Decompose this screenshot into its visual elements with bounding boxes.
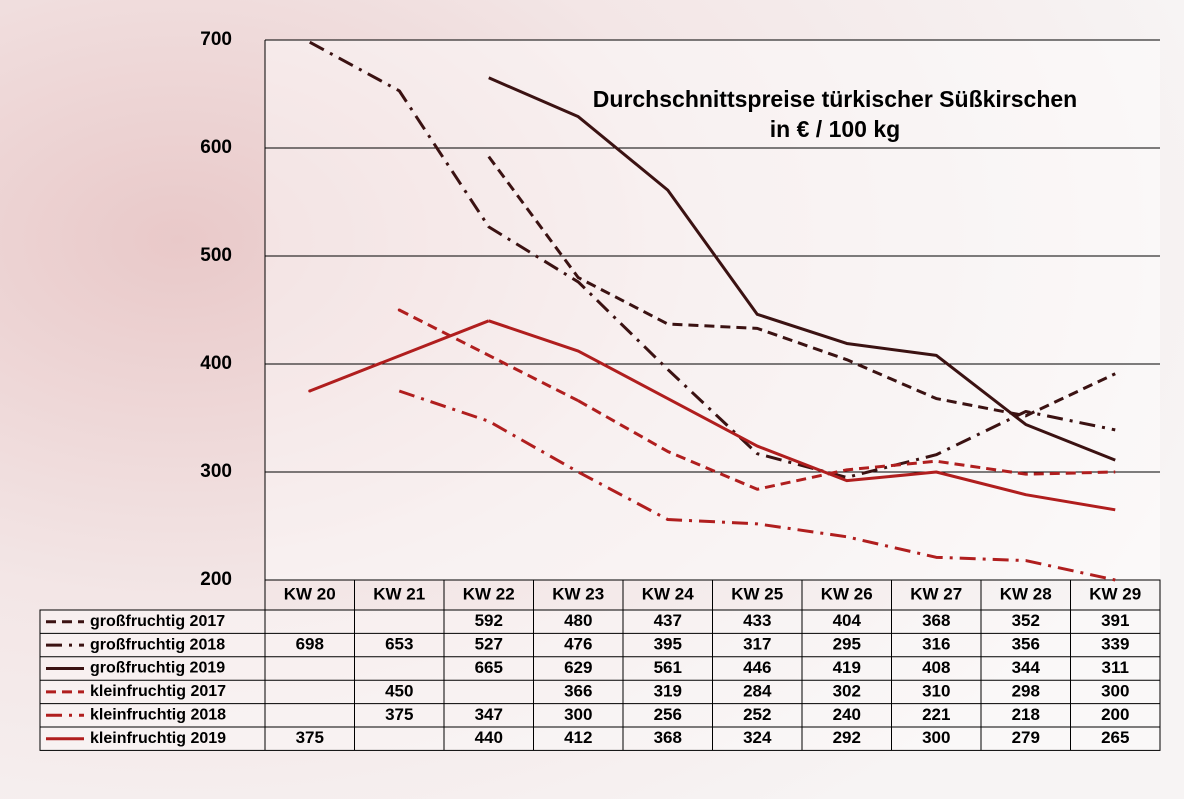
legend-label: kleinfruchtig 2018 xyxy=(90,707,226,724)
table-value: 240 xyxy=(833,705,861,724)
table-value: 339 xyxy=(1101,635,1129,654)
table-value: 375 xyxy=(296,728,324,747)
table-value: 316 xyxy=(922,635,950,654)
table-value: 265 xyxy=(1101,728,1129,747)
table-value: 450 xyxy=(385,681,413,700)
table-value: 375 xyxy=(385,705,413,724)
table-value: 391 xyxy=(1101,611,1129,630)
table-value: 300 xyxy=(1101,681,1129,700)
table-value: 218 xyxy=(1012,705,1040,724)
table-value: 302 xyxy=(833,681,861,700)
table-value: 404 xyxy=(833,611,862,630)
legend-label: großfruchtig 2018 xyxy=(90,636,225,653)
x-tick-label: KW 27 xyxy=(910,584,962,603)
table-value: 368 xyxy=(922,611,950,630)
table-value: 408 xyxy=(922,658,950,677)
x-tick-label: KW 20 xyxy=(284,584,336,603)
table-value: 561 xyxy=(654,658,682,677)
legend-label: kleinfruchtig 2017 xyxy=(90,683,226,700)
table-value: 629 xyxy=(564,658,592,677)
table-value: 310 xyxy=(922,681,950,700)
x-tick-label: KW 25 xyxy=(731,584,783,603)
table-value: 446 xyxy=(743,658,771,677)
x-tick-label: KW 24 xyxy=(642,584,695,603)
series-line-bridge xyxy=(398,308,579,403)
table-value: 298 xyxy=(1012,681,1040,700)
table-value: 311 xyxy=(1102,658,1129,677)
table-value: 344 xyxy=(1012,658,1041,677)
table-value: 347 xyxy=(475,705,503,724)
table-value: 395 xyxy=(654,635,682,654)
y-tick-label: 600 xyxy=(200,137,232,158)
x-tick-label: KW 21 xyxy=(373,584,425,603)
y-tick-label: 500 xyxy=(200,245,232,266)
x-tick-label: KW 26 xyxy=(821,584,873,603)
x-tick-label: KW 23 xyxy=(552,584,604,603)
table-value: 592 xyxy=(475,611,503,630)
table-value: 653 xyxy=(385,635,413,654)
series-line xyxy=(488,76,1116,462)
series-line xyxy=(488,319,1116,512)
table-value: 284 xyxy=(743,681,772,700)
series-line-bridge xyxy=(309,319,490,393)
table-value: 356 xyxy=(1012,635,1040,654)
y-tick-label: 400 xyxy=(200,353,232,374)
table-value: 319 xyxy=(654,681,682,700)
legend-label: großfruchtig 2019 xyxy=(90,660,225,677)
chart-subtitle: in € / 100 kg xyxy=(770,116,900,142)
table-value: 200 xyxy=(1101,705,1129,724)
y-tick-label: 200 xyxy=(200,569,232,590)
table-value: 433 xyxy=(743,611,771,630)
legend-label: kleinfruchtig 2019 xyxy=(90,730,226,747)
table-value: 698 xyxy=(296,635,324,654)
series-line xyxy=(398,389,1116,582)
legend-label: großfruchtig 2017 xyxy=(90,613,225,630)
table-value: 295 xyxy=(833,635,861,654)
table-value: 440 xyxy=(475,728,503,747)
table-value: 437 xyxy=(654,611,682,630)
y-tick-label: 700 xyxy=(200,29,232,50)
table-value: 412 xyxy=(564,728,592,747)
table-value: 352 xyxy=(1012,611,1040,630)
table-value: 252 xyxy=(743,705,771,724)
table-value: 480 xyxy=(564,611,592,630)
table-value: 317 xyxy=(743,635,771,654)
table-value: 221 xyxy=(922,705,950,724)
table-value: 300 xyxy=(564,705,592,724)
series-line xyxy=(577,399,1116,491)
table-value: 476 xyxy=(564,635,592,654)
table-value: 527 xyxy=(475,635,503,654)
table-value: 324 xyxy=(743,728,772,747)
x-tick-label: KW 22 xyxy=(463,584,515,603)
table-value: 292 xyxy=(833,728,861,747)
table-value: 366 xyxy=(564,681,592,700)
table-value: 300 xyxy=(922,728,950,747)
table-value: 368 xyxy=(654,728,682,747)
table-value: 279 xyxy=(1012,728,1040,747)
table-value: 256 xyxy=(654,705,682,724)
chart-title: Durchschnittspreise türkischer Süßkirsch… xyxy=(593,86,1077,112)
x-tick-label: KW 29 xyxy=(1089,584,1141,603)
y-tick-label: 300 xyxy=(200,461,232,482)
table-value: 665 xyxy=(475,658,503,677)
x-tick-label: KW 28 xyxy=(1000,584,1052,603)
table-value: 419 xyxy=(833,658,861,677)
